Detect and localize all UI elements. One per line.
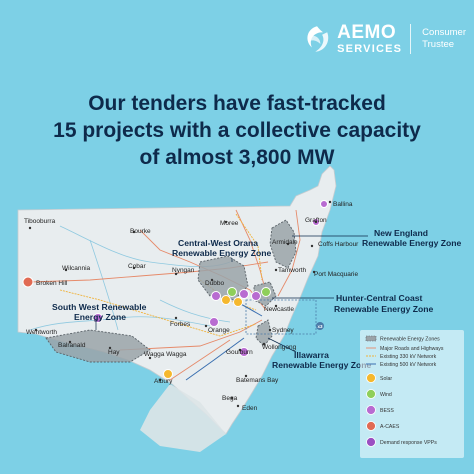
legend-vpp-label: Demand response VPPs <box>380 440 437 446</box>
legend-acaes-icon <box>366 421 376 431</box>
marker-orana-bess <box>211 291 221 301</box>
legend-500kv-label: Existing 500 kV Network <box>380 362 437 368</box>
neighbour-land <box>140 384 226 452</box>
headline-line-3: of almost 3,800 MW <box>139 146 335 169</box>
legend-wind-icon <box>366 389 376 399</box>
label-bega: Bega <box>222 395 238 402</box>
label-tamworth: Tamworth <box>278 267 307 274</box>
label-wilcannia: Wilcannia <box>62 265 91 272</box>
legend-330kv-label: Existing 330 kV Network <box>380 354 437 360</box>
legend-box <box>360 330 464 458</box>
label-bourke: Bourke <box>130 228 151 235</box>
marker-central-bess <box>239 289 249 299</box>
zone-label-central-west-1: Central-West Orana <box>178 238 258 248</box>
headline-line-1: Our tenders have fast-tracked <box>88 92 386 115</box>
marker-orana-wind <box>227 287 237 297</box>
brand-trustee: Consumer Trustee <box>422 27 466 51</box>
legend-wind-label: Wind <box>380 392 392 398</box>
label-batemans-bay: Batemans Bay <box>236 377 279 384</box>
label-newcastle: Newcastle <box>264 306 294 313</box>
label-nyngan: Nyngan <box>172 267 195 274</box>
label-broken-hill: Broken Hill <box>36 280 68 287</box>
headline-line-2: 15 projects with a collective capacity <box>53 119 421 142</box>
marker-hunter-bess <box>251 291 261 301</box>
marker-central-solar <box>233 297 243 307</box>
inset-badge-label: x3 <box>317 324 323 329</box>
label-goulburn: Goulburn <box>226 349 253 356</box>
label-wagga-wagga: Wagga Wagga <box>144 351 187 358</box>
legend-bess-label: BESS <box>380 408 394 414</box>
zone-label-hunter-2: Renewable Energy Zone <box>334 304 434 314</box>
label-eden: Eden <box>242 405 258 412</box>
brand-divider <box>410 24 412 54</box>
legend-rez-label: Renewable Energy Zones <box>380 337 440 343</box>
label-moree: Moree <box>220 220 239 227</box>
label-dubbo: Dubbo <box>205 280 225 287</box>
legend-vpp-icon <box>366 437 376 447</box>
legend-acaes-label: A-CAES <box>380 424 400 430</box>
label-albury: Albury <box>154 378 173 385</box>
sydney-inset-box <box>245 299 317 335</box>
zone-label-hunter-1: Hunter-Central Coast <box>336 293 423 303</box>
label-forbes: Forbes <box>170 321 191 328</box>
zone-label-south-west-2: Energy Zone <box>74 312 126 322</box>
aemo-swirl-icon <box>307 26 329 52</box>
zone-label-illawarra-2: Renewable Energy Zone <box>272 360 372 370</box>
label-ballina: Ballina <box>333 201 353 208</box>
label-cobar: Cobar <box>128 263 147 270</box>
rez-south-west <box>45 329 151 363</box>
project-markers <box>22 200 328 379</box>
town-dots <box>28 200 332 408</box>
legend-roads-label: Major Roads and Highways <box>380 346 444 352</box>
brand-trustee-line1: Consumer <box>422 27 466 39</box>
marker-ballina-bess <box>320 200 328 208</box>
brand-name: AEMO <box>337 22 397 43</box>
place-labels: Tibooburra Bourke Moree Ballina Grafton … <box>24 201 359 412</box>
legend: Renewable Energy Zones Major Roads and H… <box>360 330 464 458</box>
marker-broken-hill-acaes <box>22 276 34 288</box>
label-balranald: Balranald <box>58 342 86 349</box>
legend-rez-swatch <box>365 335 377 342</box>
zone-label-new-england-1: New England <box>374 228 428 238</box>
zone-label-central-west-2: Renewable Energy Zone <box>172 248 272 258</box>
zone-callouts: New England Renewable Energy Zone Centra… <box>52 228 462 370</box>
label-wollongong: Wollongong <box>262 344 297 351</box>
marker-albury-solar <box>163 369 173 379</box>
label-wentworth: Wentworth <box>26 329 57 336</box>
brand-logo-block: AEMO SERVICES Consumer Trustee <box>300 22 466 56</box>
inset-badge <box>316 322 324 330</box>
zone-label-new-england-2: Renewable Energy Zone <box>362 238 462 248</box>
marker-goulburn-bess <box>239 347 249 357</box>
rez-new-england <box>269 219 297 269</box>
zone-label-south-west-1: South West Renewable <box>52 302 147 312</box>
label-port-macquarie: Port Macquarie <box>314 271 358 278</box>
brand-sub: SERVICES <box>337 43 403 55</box>
rez-illawarra <box>255 319 273 347</box>
label-orange: Orange <box>208 327 230 334</box>
legend-solar-icon <box>366 373 376 383</box>
label-coffs-harbour: Coffs Harbour <box>318 241 359 248</box>
headline: Our tenders have fast-tracked 15 project… <box>0 90 474 171</box>
marker-orange-bess <box>209 317 219 327</box>
zone-label-illawarra-1: Illawarra <box>294 350 329 360</box>
leader-illawarra <box>267 337 297 353</box>
legend-solar-label: Solar <box>380 376 392 382</box>
label-grafton: Grafton <box>305 217 327 224</box>
label-sydney: Sydney <box>272 327 294 334</box>
label-armidale: Armidale <box>272 239 298 246</box>
label-hay: Hay <box>108 349 120 356</box>
legend-bess-icon <box>366 405 376 415</box>
renewable-energy-zones <box>45 219 297 363</box>
marker-hunter-wind <box>261 287 271 297</box>
label-tibooburra: Tibooburra <box>24 218 56 225</box>
brand-trustee-line2: Trustee <box>422 39 455 50</box>
marker-dubbo-solar <box>221 295 231 305</box>
